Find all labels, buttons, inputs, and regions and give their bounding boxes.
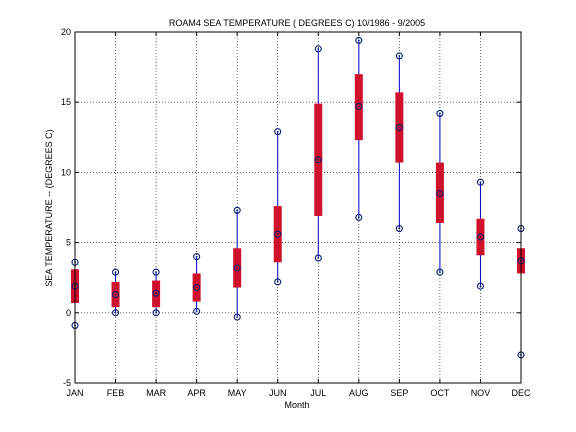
median-marker xyxy=(152,289,160,297)
median-marker xyxy=(355,102,363,110)
min-marker xyxy=(233,313,241,321)
min-marker-dot xyxy=(155,311,157,314)
min-marker xyxy=(355,213,363,221)
x-axis-label: Month xyxy=(284,400,309,410)
median-marker-dot xyxy=(357,105,360,108)
y-tick-label: 5 xyxy=(66,238,71,248)
y-tick-label: 10 xyxy=(61,167,71,177)
box-group-aug xyxy=(354,36,363,221)
box-group-feb xyxy=(111,268,120,317)
box-group-oct xyxy=(435,109,444,276)
max-marker xyxy=(395,52,403,60)
min-marker-dot xyxy=(317,257,320,259)
median-marker xyxy=(476,233,485,241)
median-marker xyxy=(274,230,282,238)
max-marker xyxy=(111,268,120,276)
median-marker-dot xyxy=(114,293,117,296)
median-marker-dot xyxy=(276,233,279,236)
median-marker-dot xyxy=(317,158,320,161)
x-tick-label: JUL xyxy=(310,388,326,398)
y-axis-label: SEA TEMPERATURE -- (DEGREES C) xyxy=(44,129,54,286)
median-marker xyxy=(314,156,322,164)
x-tick-label: APR xyxy=(187,388,206,398)
x-tick-label: JUN xyxy=(269,388,287,398)
min-marker xyxy=(193,307,201,315)
max-marker-dot xyxy=(398,54,401,57)
min-marker xyxy=(436,268,444,276)
median-marker-dot xyxy=(439,192,441,195)
min-marker xyxy=(274,278,282,286)
median-marker-dot xyxy=(236,266,239,269)
x-tick-label: DEC xyxy=(511,388,531,398)
box-group-jul xyxy=(314,45,323,262)
median-marker-dot xyxy=(195,286,198,289)
max-marker-dot xyxy=(155,271,157,273)
plot-frame xyxy=(74,31,522,384)
box-group-jun xyxy=(273,128,282,286)
min-marker-dot xyxy=(195,310,198,313)
max-marker-dot xyxy=(357,39,360,42)
y-tick-label: -5 xyxy=(63,378,71,388)
max-marker-dot xyxy=(276,130,279,133)
min-marker xyxy=(152,309,160,317)
min-marker xyxy=(314,254,322,262)
min-marker xyxy=(111,309,120,317)
max-marker-dot xyxy=(195,255,198,258)
x-tick-label: SEP xyxy=(390,388,408,398)
max-marker xyxy=(152,268,160,276)
x-tick-label: FEB xyxy=(107,388,125,398)
box-group-sep xyxy=(395,52,404,233)
x-tick-label: OCT xyxy=(430,388,450,398)
median-marker xyxy=(436,189,444,198)
max-marker xyxy=(314,45,322,53)
y-tick-label: 15 xyxy=(61,97,71,107)
max-marker xyxy=(233,206,241,214)
max-marker xyxy=(355,36,363,44)
x-tick-label: JAN xyxy=(66,388,83,398)
max-marker xyxy=(436,109,444,117)
max-marker xyxy=(274,128,282,136)
max-marker xyxy=(193,253,201,261)
min-marker-dot xyxy=(479,285,482,288)
x-tick-label: MAR xyxy=(146,388,167,398)
box-group-may xyxy=(233,206,242,321)
y-tick-label: 20 xyxy=(61,27,71,37)
min-marker-dot xyxy=(276,281,279,283)
min-marker xyxy=(395,225,403,233)
max-marker xyxy=(476,178,485,186)
box-group-mar xyxy=(152,268,161,317)
axis-ticks: -5 0 5 10 15 20 JAN FEB MAR APR MAY JUN JUL AUG SEP OCT… xyxy=(61,27,531,398)
min-marker-dot xyxy=(357,216,360,219)
chart-title: ROAM4 SEA TEMPERATURE ( DEGREES C) 10/19… xyxy=(169,18,425,28)
box-group-nov xyxy=(476,178,485,290)
max-marker-dot xyxy=(236,209,239,212)
x-tick-label: AUG xyxy=(349,388,369,398)
median-marker xyxy=(193,283,201,292)
median-marker xyxy=(395,123,403,132)
max-marker-dot xyxy=(317,47,320,50)
min-marker-dot xyxy=(114,311,117,314)
max-marker-dot xyxy=(114,271,117,273)
box-group-apr xyxy=(192,253,201,315)
y-tick-label: 0 xyxy=(66,308,71,318)
x-tick-label: MAY xyxy=(228,388,247,398)
max-marker-dot xyxy=(479,181,482,184)
x-tick-label: NOV xyxy=(471,388,491,398)
median-marker-dot xyxy=(398,126,401,129)
min-marker xyxy=(476,282,485,290)
grid-lines xyxy=(75,32,521,383)
min-marker-dot xyxy=(236,316,239,318)
median-marker xyxy=(233,264,241,272)
box-series xyxy=(71,36,525,359)
min-marker-dot xyxy=(398,227,401,230)
median-marker-dot xyxy=(479,236,482,238)
min-marker-dot xyxy=(439,271,441,273)
median-marker xyxy=(111,290,120,299)
median-marker-dot xyxy=(155,292,157,295)
max-marker-dot xyxy=(439,112,441,115)
